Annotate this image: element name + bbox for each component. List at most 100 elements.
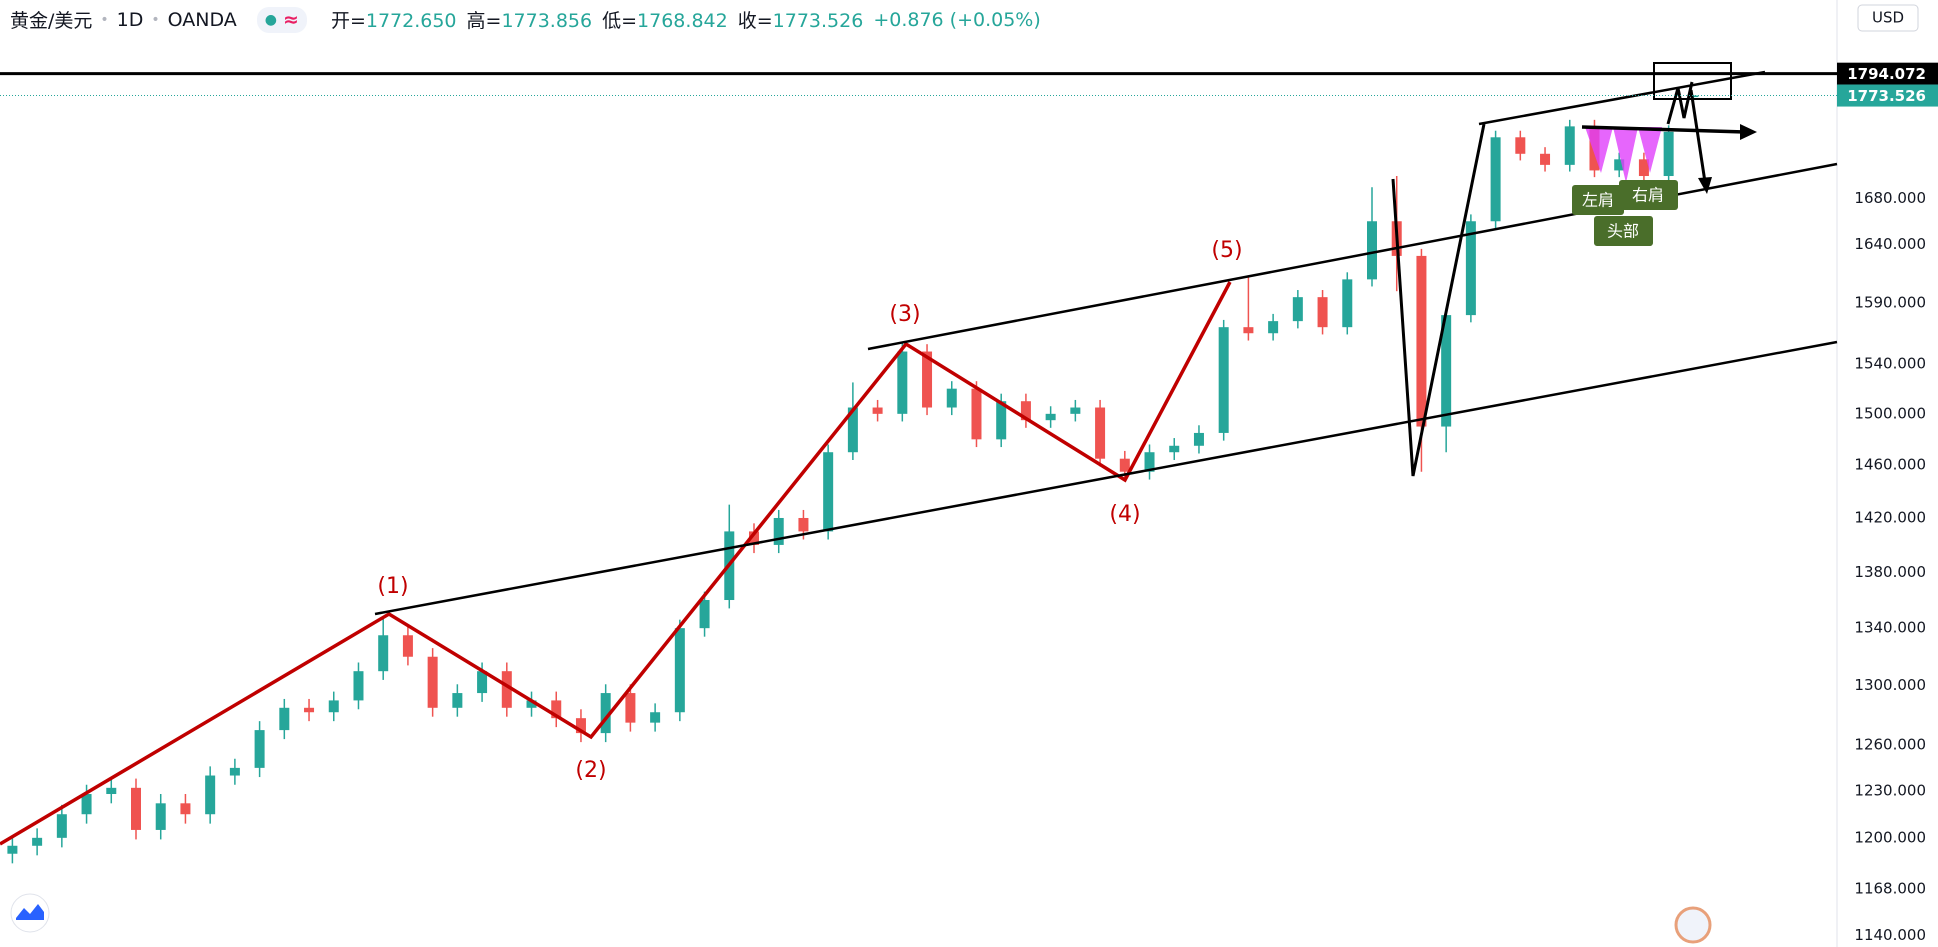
candle-body — [1119, 458, 1130, 472]
pattern-label: 右肩 — [1632, 186, 1664, 205]
candle-body — [600, 693, 611, 734]
currency-box[interactable] — [1857, 4, 1919, 32]
v-line — [1391, 123, 1486, 477]
pattern-shape — [1613, 127, 1638, 183]
interval[interactable]: 1D — [116, 8, 144, 31]
ohlc-label: 开= — [330, 10, 366, 32]
candle-body — [1218, 327, 1229, 433]
y-tick-label: 1460.000 — [1854, 456, 1926, 474]
wave-label: (5) — [1211, 238, 1242, 263]
candle-body — [1070, 407, 1081, 414]
candle-body — [155, 803, 166, 830]
price-axis-bg — [1837, 0, 1938, 947]
candle-body — [229, 767, 240, 776]
y-tick-label: 1420.000 — [1854, 508, 1926, 526]
candle-body — [922, 351, 933, 408]
price-label: 1794.072 — [1847, 65, 1926, 83]
y-tick-label: 1380.000 — [1854, 563, 1926, 581]
logo[interactable] — [10, 893, 50, 933]
status-badge[interactable]: ● ≈ — [256, 6, 307, 33]
candle-body — [1243, 327, 1254, 334]
candle-body — [452, 693, 463, 708]
candle-body — [823, 452, 834, 532]
arrow-head — [1740, 124, 1757, 140]
candle-body — [205, 775, 216, 815]
candle-body — [551, 700, 562, 719]
ohlc-value: 1768.842 — [637, 10, 728, 32]
candle-body — [674, 628, 685, 713]
candle-body — [971, 388, 982, 440]
candle-body — [328, 700, 339, 713]
candle-body — [1638, 159, 1649, 177]
candle-body — [1663, 131, 1674, 177]
candle-body — [180, 803, 191, 815]
candle-body — [773, 517, 784, 545]
y-tick-label: 1340.000 — [1854, 619, 1926, 637]
candle-body — [254, 730, 265, 768]
candle-body — [872, 407, 883, 414]
y-tick-label: 1590.000 — [1854, 294, 1926, 312]
wave-label: (1) — [377, 574, 408, 599]
candle-body — [378, 635, 389, 672]
y-tick-label: 1300.000 — [1854, 676, 1926, 694]
candle-body — [1144, 452, 1155, 472]
target-box — [1653, 62, 1732, 100]
pattern-shape — [1638, 127, 1662, 173]
candle-body — [501, 671, 512, 708]
candle-body — [897, 351, 908, 414]
last-price-label: 1773.526 — [1847, 87, 1926, 105]
candles — [7, 95, 1699, 864]
candle-body — [1465, 221, 1476, 316]
pattern-label-bg — [1572, 185, 1624, 215]
price-label-bg — [1837, 62, 1938, 85]
source: OANDA — [167, 8, 237, 31]
y-tick-label: 1230.000 — [1854, 781, 1926, 799]
candle-body — [1515, 137, 1526, 154]
pattern-shape — [1585, 127, 1613, 173]
candle-body — [1045, 413, 1056, 421]
ohlc-value: 1772.650 — [365, 10, 457, 32]
flag-icon[interactable] — [1674, 906, 1712, 944]
pattern-label-bg — [1619, 180, 1678, 210]
wave-label: (4) — [1109, 502, 1140, 527]
wave-label: (2) — [575, 758, 606, 783]
change: +0.876 (+0.05%) — [873, 8, 1041, 31]
candle-body — [1292, 297, 1303, 322]
candle-body — [1367, 221, 1377, 280]
pattern-label: 头部 — [1607, 222, 1639, 241]
candle-body — [56, 814, 67, 838]
candle-body — [106, 787, 117, 795]
trend-line — [1478, 70, 1766, 126]
candle-body — [1416, 255, 1427, 427]
symbol[interactable]: 黄金/美元 — [10, 10, 93, 32]
trend-line — [867, 162, 1838, 351]
candle-body — [749, 531, 759, 545]
y-tick-label: 1540.000 — [1854, 354, 1926, 372]
candle-body — [279, 707, 290, 731]
candle-body — [1342, 279, 1353, 328]
y-tick-label: 1168.000 — [1854, 880, 1926, 898]
candle-body — [1193, 432, 1204, 446]
candle-body — [1095, 407, 1106, 459]
candle-body — [625, 693, 636, 723]
y-tick-label: 1500.000 — [1854, 404, 1926, 422]
ohlc-value: 1773.526 — [772, 10, 864, 32]
ohlc-label: 收= — [737, 10, 773, 32]
candle-body — [996, 401, 1007, 440]
arrow-head — [1698, 177, 1712, 194]
separator: • — [100, 11, 109, 28]
pattern-label: 左肩 — [1582, 191, 1614, 210]
separator: • — [151, 11, 160, 28]
y-tick-label: 1140.000 — [1854, 926, 1926, 944]
candle-body — [1441, 315, 1452, 427]
candle-body — [650, 712, 661, 723]
candle-body — [1564, 126, 1575, 165]
candle-body — [477, 671, 488, 694]
candle-body — [81, 794, 92, 815]
candle-body — [526, 700, 537, 708]
candle-body — [1020, 401, 1031, 421]
candle-body — [1169, 445, 1180, 453]
candle-body — [1540, 153, 1551, 165]
